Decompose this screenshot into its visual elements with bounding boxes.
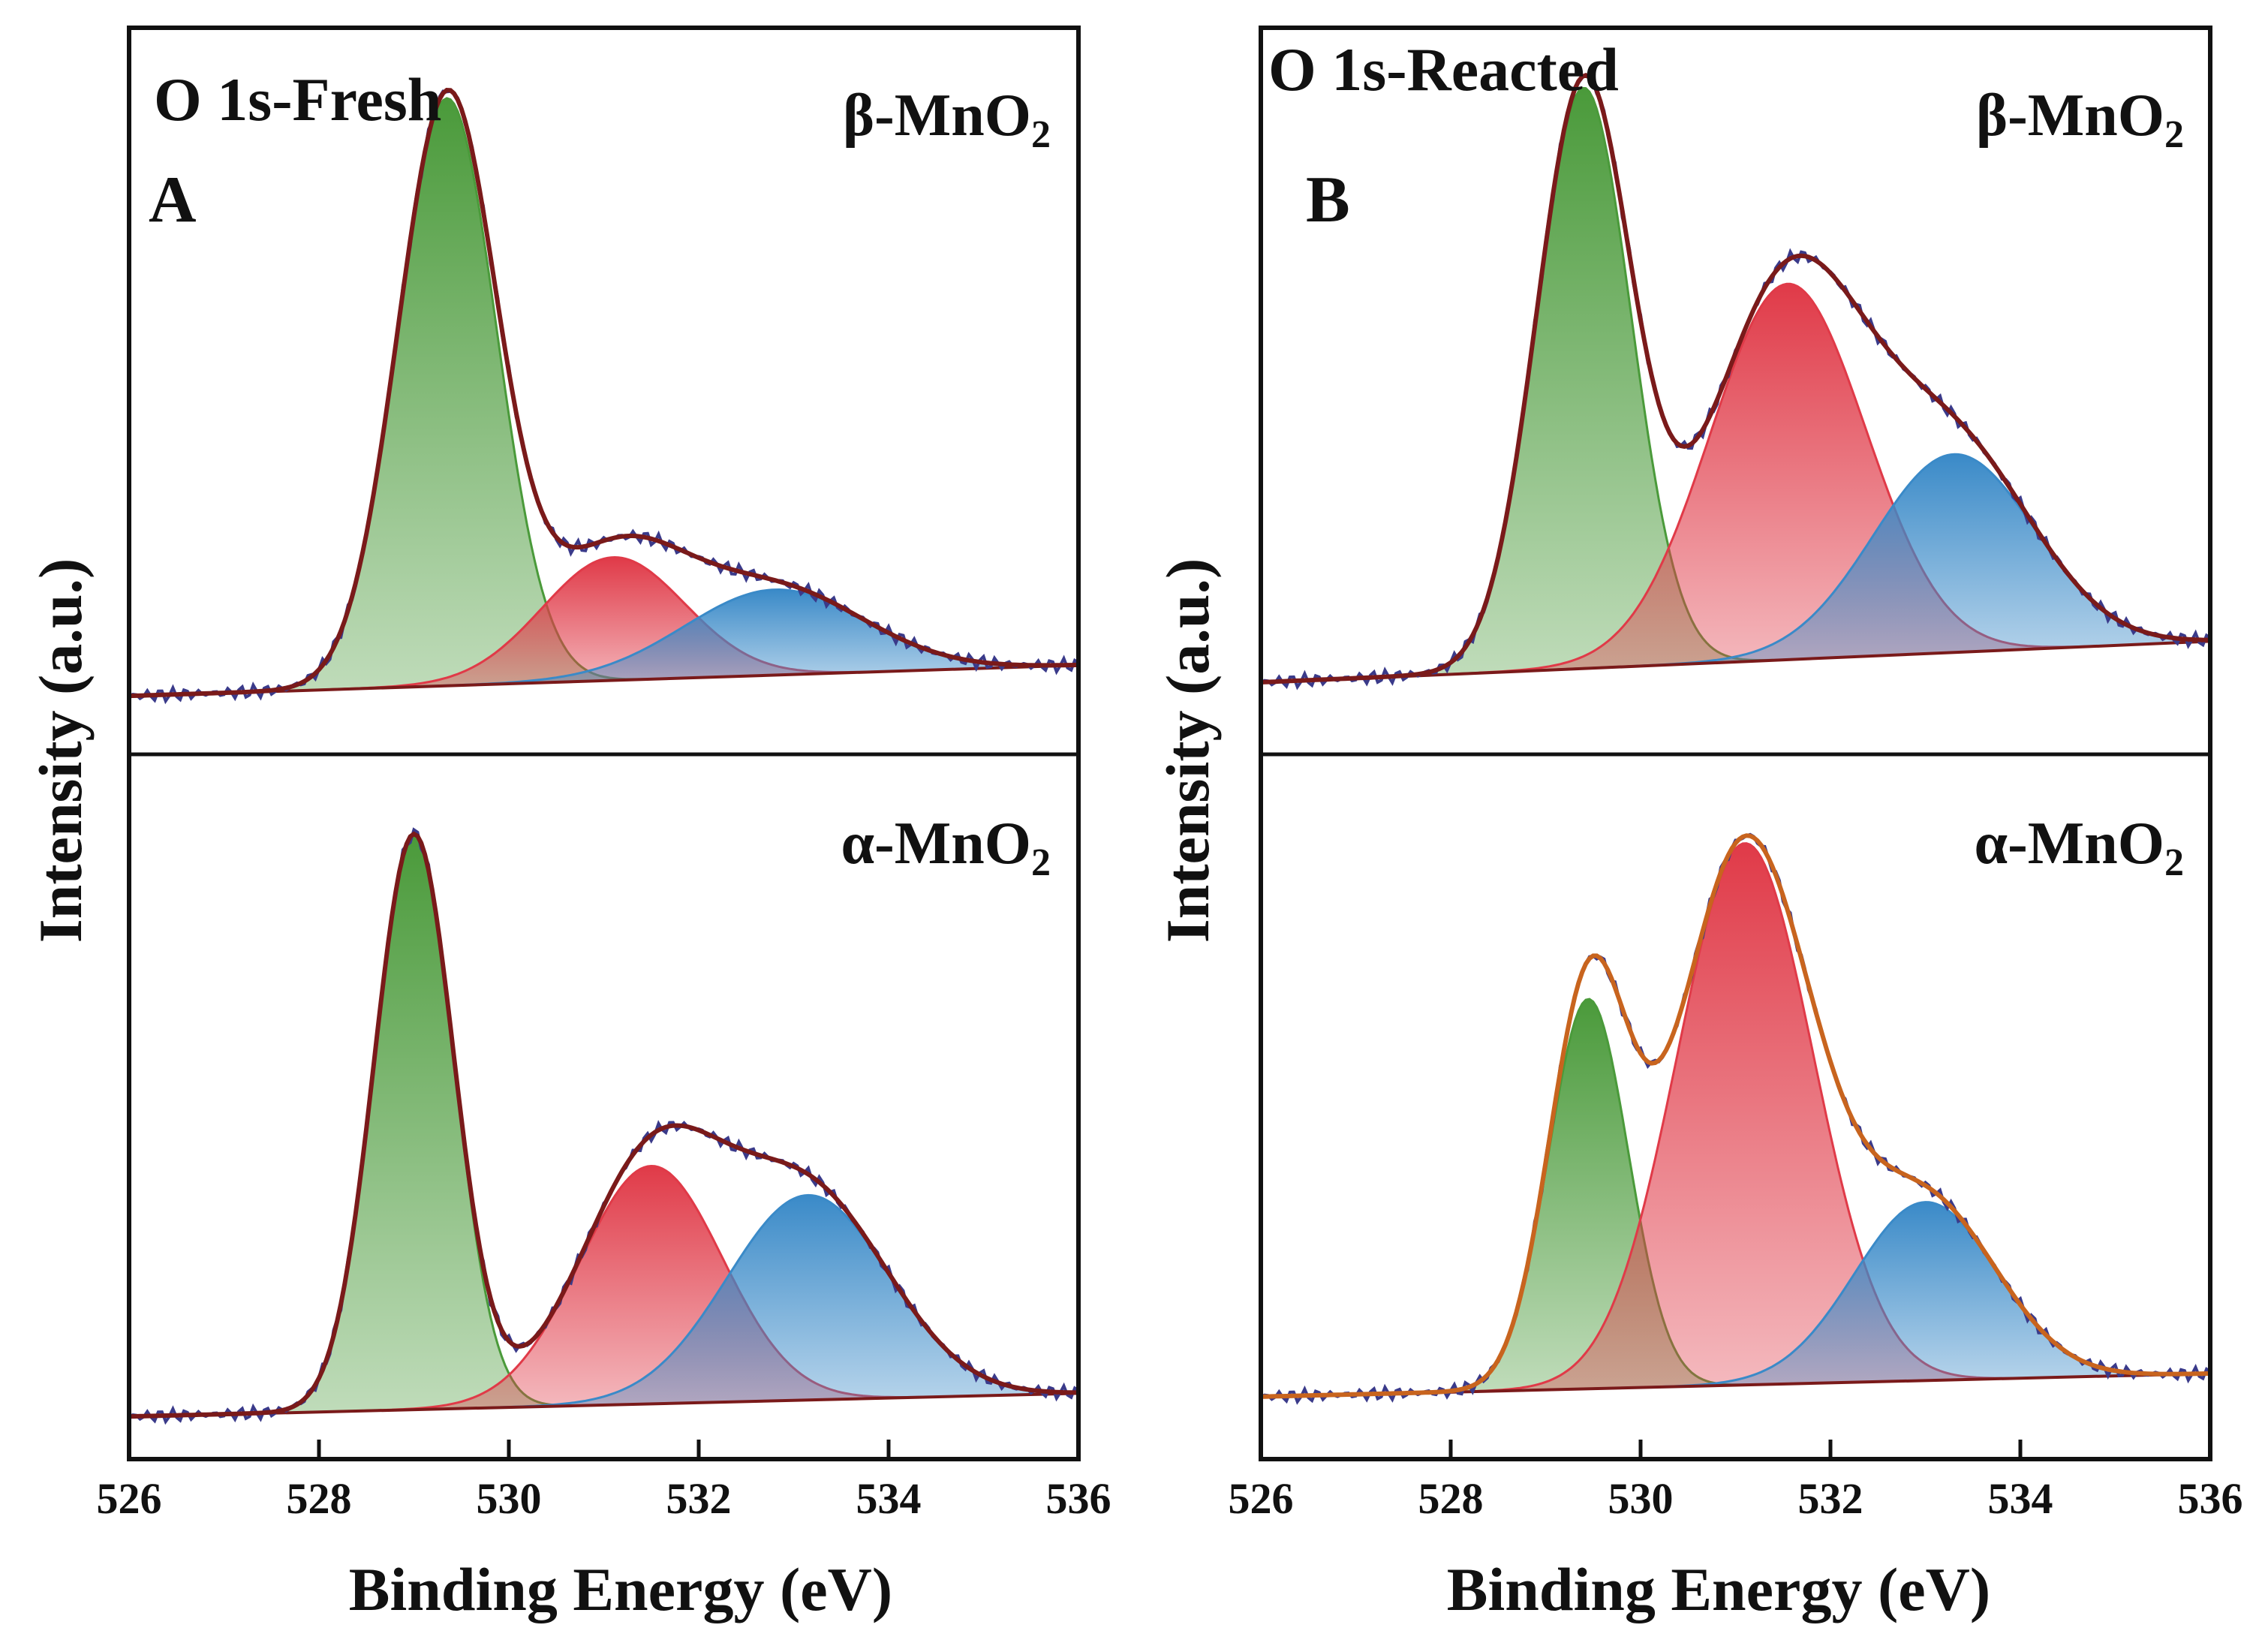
panel-a-x-tick-label-536: 536 (1046, 1474, 1111, 1523)
panel-a-top-envelope-fit (128, 88, 1079, 699)
panel-a-top-sample-sub: 2 (1031, 113, 1051, 156)
panel-a-bottom-sample-label: α-MnO2 (841, 811, 1051, 884)
tick-layer: 526 528 530 532 534 536 526 528 530 532 534 536 (97, 1440, 2243, 1523)
panel-a-x-tick-label-532: 532 (666, 1474, 732, 1523)
panel-b-top-sample: β-MnO (1976, 83, 2164, 149)
panel-b-bottom-sample-label: α-MnO2 (1974, 811, 2184, 884)
panel-b-x-tick-label-536: 536 (2178, 1474, 2243, 1523)
panel-a-letter: A (149, 164, 197, 236)
panel-a-x-tick-label-528: 528 (287, 1474, 352, 1523)
panel-b-bottom-sample: α-MnO (1974, 811, 2164, 877)
panel-b-frame (1259, 26, 2212, 1461)
y-axis-title-panel-a: Intensity (a.u.) (26, 558, 95, 943)
panel-b-x-tick-label-526: 526 (1229, 1474, 1294, 1523)
panel-a-bottom-sample-sub: 2 (1031, 841, 1051, 884)
panel-a-bottom-baseline (136, 1392, 1079, 1419)
panel-a-frame (127, 26, 1081, 1461)
panel-b-x-tick-label-534: 534 (1988, 1474, 2053, 1523)
panel-a-bottom-envelope-fit (128, 831, 1078, 1419)
panel-b-x-tick-label-530: 530 (1608, 1474, 1674, 1523)
panel-a-bottom-sample: α-MnO (841, 811, 1031, 877)
panel-b-top-sample-sub: 2 (2164, 113, 2184, 156)
panel-b-x-tick-label-528: 528 (1418, 1474, 1484, 1523)
panel-a-x-tick-label-526: 526 (97, 1474, 162, 1523)
panel-b-top-envelope-fit (1260, 73, 2211, 685)
panel-a-x-tick-label-534: 534 (856, 1474, 922, 1523)
panel-a-top-sample: β-MnO (843, 83, 1031, 149)
y-axis-title-panel-b: Intensity (a.u.) (1154, 558, 1222, 943)
x-axis-title-panel-b: Binding Energy (eV) (1447, 1555, 1990, 1623)
panel-b-title: O 1s-Reacted (1268, 35, 1619, 104)
panel-a-bottom-green-component (255, 833, 573, 1415)
panel-b-bottom-envelope-fit (1260, 833, 2211, 1399)
panel-b-top-baseline (1268, 639, 2211, 684)
panel-a-title: O 1s-Fresh (154, 65, 441, 134)
panel-b-x-tick-label-532: 532 (1798, 1474, 1863, 1523)
panel-b-bottom-sample-sub: 2 (2164, 841, 2184, 884)
plot-layer (128, 73, 2212, 1425)
panel-b-top-sample-label: β-MnO2 (1976, 83, 2184, 156)
panel-a-top-baseline (136, 664, 1079, 698)
panel-a-x-tick-label-530: 530 (477, 1474, 542, 1523)
x-axis-title-panel-a: Binding Energy (eV) (349, 1555, 892, 1623)
panel-a-top-sample-label: β-MnO2 (843, 83, 1051, 156)
panel-b-letter: B (1306, 164, 1350, 236)
